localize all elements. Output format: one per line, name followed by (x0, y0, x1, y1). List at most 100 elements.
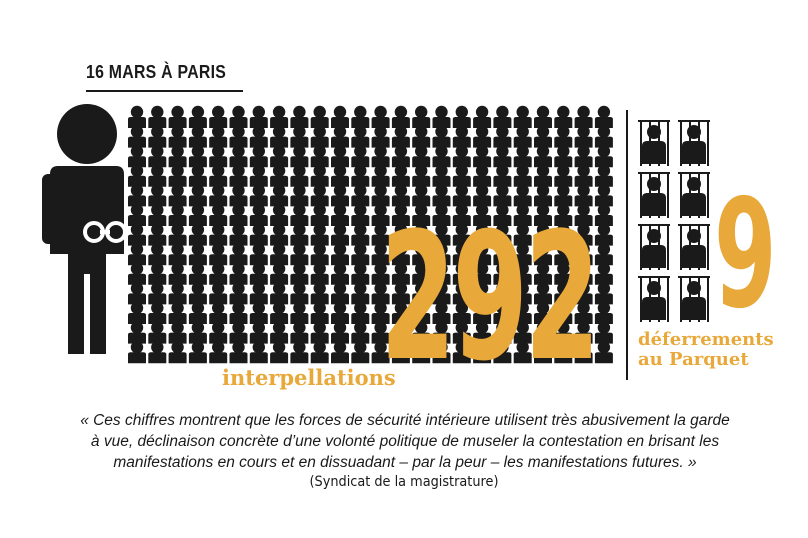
crowd-person-icon (432, 282, 451, 305)
crowd-person-icon (148, 125, 167, 148)
crowd-person-icon (229, 125, 248, 148)
crowd-person-icon (310, 262, 329, 285)
crowd-person-icon (534, 341, 552, 364)
crowd-person-icon (270, 164, 289, 187)
crowd-person-icon (209, 282, 228, 305)
crowd-person-icon (249, 105, 268, 128)
crowd-person-icon (513, 125, 532, 148)
crowd-person-icon (229, 184, 248, 207)
interpellations-label: interpellations (222, 365, 396, 390)
crowd-person-icon (168, 321, 187, 344)
crowd-person-icon (534, 145, 552, 168)
crowd-person-icon (371, 301, 390, 324)
crowd-person-icon (249, 203, 268, 226)
crowd-person-icon (128, 341, 146, 364)
crowd-person-icon (594, 125, 613, 148)
crowd-person-icon (594, 184, 613, 207)
crowd-person-icon (473, 301, 492, 324)
crowd-person-icon (574, 105, 593, 128)
crowd-person-icon (331, 223, 349, 246)
crowd-person-icon (229, 282, 248, 305)
crowd-person-icon (493, 321, 512, 344)
crowd-person-icon (371, 145, 390, 168)
crowd-person-icon (452, 341, 471, 364)
crowd-person-icon (574, 125, 593, 148)
crowd-person-icon (249, 243, 268, 266)
crowd-person-icon (331, 301, 349, 324)
crowd-person-icon (128, 262, 146, 285)
crowd-person-icon (270, 341, 289, 364)
crowd-person-icon (534, 184, 552, 207)
crowd-person-icon (229, 321, 248, 344)
crowd-person-icon (493, 184, 512, 207)
crowd-person-icon (188, 223, 207, 246)
crowd-person-icon (473, 321, 492, 344)
crowd-person-icon (432, 301, 451, 324)
crowd-person-icon (290, 184, 309, 207)
crowd-person-icon (351, 203, 370, 226)
crowd-person-icon (290, 145, 309, 168)
crowd-person-icon (513, 282, 532, 305)
crowd-person-icon (128, 243, 146, 266)
crowd-person-icon (594, 105, 613, 128)
crowd-person-icon (574, 184, 593, 207)
crowd-person-icon (391, 341, 410, 364)
crowd-person-icon (148, 321, 167, 344)
crowd-person-icon (331, 262, 349, 285)
crowd-person-icon (432, 223, 451, 246)
crowd-person-icon (128, 164, 146, 187)
crowd-person-icon (310, 164, 329, 187)
crowd-person-icon (290, 223, 309, 246)
crowd-person-icon (188, 301, 207, 324)
prisoner-icon (638, 276, 670, 322)
crowd-person-icon (290, 321, 309, 344)
crowd-person-icon (493, 125, 512, 148)
prisoner-grid (638, 120, 710, 322)
crowd-person-icon (493, 145, 512, 168)
crowd-person-icon (310, 282, 329, 305)
crowd-person-icon (412, 164, 431, 187)
crowd-person-icon (513, 164, 532, 187)
crowd-person-icon (534, 105, 552, 128)
crowd-person-icon (412, 262, 431, 285)
crowd-person-icon (351, 145, 370, 168)
crowd-person-icon (493, 203, 512, 226)
crowd-person-icon (148, 105, 167, 128)
crowd-person-icon (493, 105, 512, 128)
crowd-person-icon (249, 145, 268, 168)
prisoner-icon (678, 120, 710, 166)
crowd-person-icon (290, 262, 309, 285)
crowd-person-icon (473, 243, 492, 266)
deferrements-label-line2: au Parquet (638, 349, 749, 370)
crowd-person-icon (594, 243, 613, 266)
crowd-person-icon (148, 184, 167, 207)
crowd-person-icon (128, 223, 146, 246)
crowd-person-icon (594, 282, 613, 305)
crowd-person-icon (229, 203, 248, 226)
crowd-person-icon (513, 184, 532, 207)
crowd-person-icon (513, 243, 532, 266)
crowd-person-icon (493, 262, 512, 285)
crowd-person-icon (371, 105, 390, 128)
crowd-person-icon (574, 282, 593, 305)
crowd-person-icon (391, 262, 410, 285)
crowd-person-icon (534, 321, 552, 344)
crowd-person-icon (412, 321, 431, 344)
crowd-person-icon (513, 262, 532, 285)
crowd-person-icon (331, 184, 349, 207)
quote-line-2: à vue, déclinaison concrète d’une volont… (90, 433, 720, 450)
crowd-person-icon (452, 243, 471, 266)
crowd-person-icon (270, 321, 289, 344)
crowd-person-icon (371, 262, 390, 285)
crowd-person-icon (168, 105, 187, 128)
crowd-person-icon (188, 164, 207, 187)
quote-line-3: manifestations en cours et en dissuadant… (113, 454, 697, 471)
crowd-person-icon (168, 203, 187, 226)
crowd-person-icon (554, 105, 573, 128)
deferrements-label-line1: déferrements (638, 329, 774, 350)
crowd-person-icon (331, 341, 349, 364)
crowd-person-icon (594, 223, 613, 246)
crowd-person-icon (493, 341, 512, 364)
crowd-person-icon (574, 301, 593, 324)
crowd-person-icon (229, 262, 248, 285)
